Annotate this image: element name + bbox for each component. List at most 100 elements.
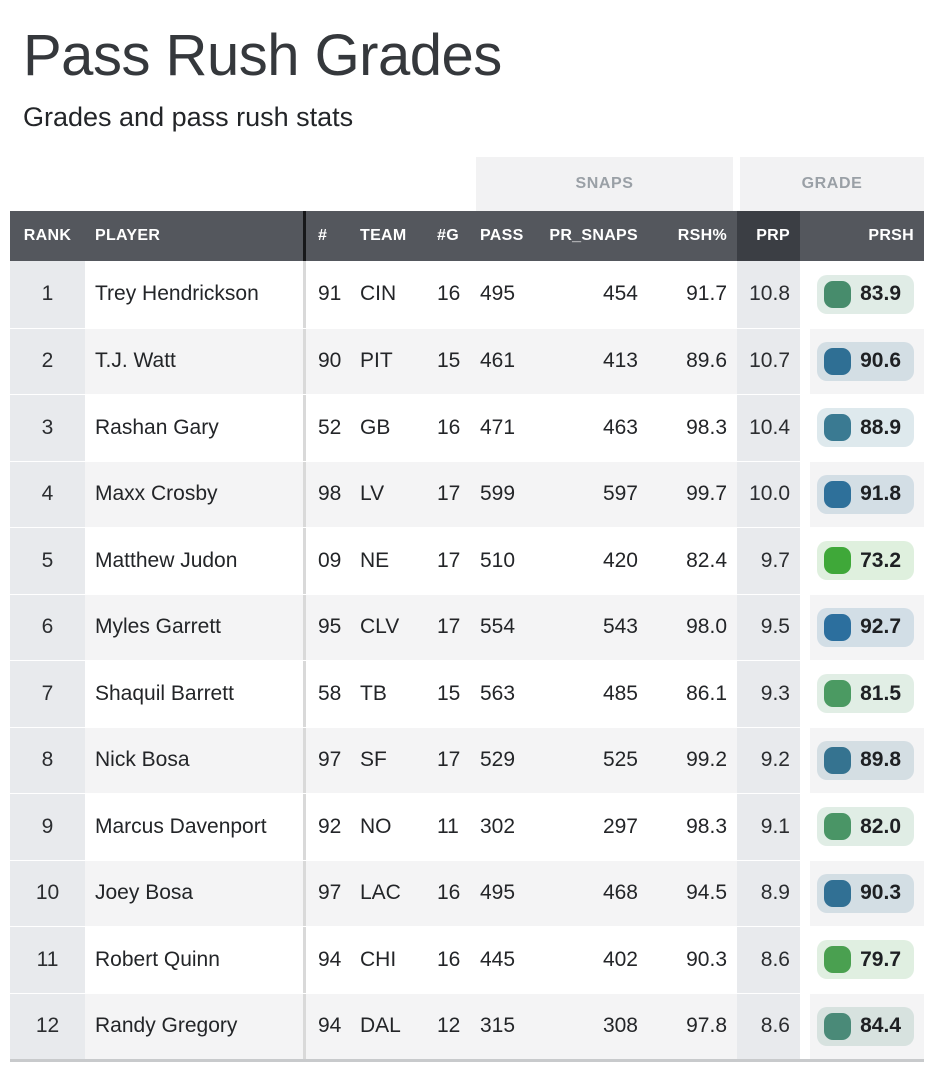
column-header-player[interactable]: PLAYER [95,227,161,244]
prp-cell: 9.3 [737,661,800,727]
grade-value: 84.4 [860,1014,901,1038]
column-gap [800,794,810,860]
column-gap [800,927,810,993]
jersey-cell: 92 [318,814,342,838]
column-gap [800,395,810,461]
prsh-cell: 90.6 [810,329,924,395]
rsh-pct-cell: 89.6 [686,349,727,373]
grade-color-icon [824,946,851,974]
table-row: 2 T.J. Watt 90 PIT 15 461 413 89.6 10.7 90.6 [10,327,924,395]
games-cell: 17 [437,748,461,772]
games-cell: 16 [437,881,461,905]
column-header-prsh[interactable]: PRSH [868,227,914,244]
prsh-cell: 89.8 [810,728,924,794]
team-cell: CHI [360,947,397,971]
grade-value: 88.9 [860,415,901,439]
prp-cell: 9.5 [737,594,800,660]
body-divider [303,461,306,527]
pr-snaps-cell: 413 [602,349,638,373]
pass-cell: 302 [480,814,516,838]
header-gap [800,211,810,261]
column-header-prp[interactable]: PRP [737,211,800,261]
pr-snaps-cell: 543 [602,615,638,639]
body-divider [303,927,306,993]
games-cell: 16 [437,282,461,306]
prp-cell: 10.7 [737,328,800,394]
player-cell: Matthew Judon [95,548,238,572]
column-gap [800,661,810,727]
column-header-pr-snaps[interactable]: PR_SNAPS [549,227,638,244]
grade-color-icon [824,280,851,308]
column-header-jersey[interactable]: # [318,227,328,244]
table-header-row: RANK PLAYER # TEAM #G PASS PR_SNAPS RSH%… [10,211,924,261]
grade-color-icon [824,547,851,575]
grade-color-icon [824,613,851,641]
team-cell: PIT [360,349,393,373]
games-cell: 11 [437,814,459,838]
grade-value: 73.2 [860,548,901,572]
body-divider [303,661,306,727]
prsh-cell: 83.9 [810,261,924,328]
grade-value: 92.7 [860,615,901,639]
jersey-cell: 98 [318,482,342,506]
player-cell: Maxx Crosby [95,482,218,506]
grade-badge: 82.0 [817,807,914,847]
pass-cell: 554 [480,615,516,639]
jersey-cell: 97 [318,748,342,772]
grade-badge: 79.7 [817,940,914,980]
pr-snaps-cell: 463 [602,415,638,439]
pr-snaps-cell: 468 [602,881,638,905]
rank-cell: 3 [10,395,85,461]
pass-cell: 471 [480,415,516,439]
body-divider [303,594,306,660]
jersey-cell: 97 [318,881,342,905]
grade-badge: 81.5 [817,674,914,714]
column-header-rank[interactable]: RANK [23,227,72,244]
team-cell: LAC [360,881,401,905]
grade-color-icon [824,746,851,774]
pass-cell: 445 [480,947,516,971]
jersey-cell: 09 [318,548,342,572]
column-header-games[interactable]: #G [437,227,459,244]
jersey-cell: 94 [318,1014,342,1038]
body-divider [303,993,306,1059]
prsh-cell: 91.8 [810,462,924,528]
games-cell: 17 [437,482,461,506]
prsh-cell: 92.7 [810,595,924,661]
column-header-pass[interactable]: PASS [480,227,524,244]
grade-color-icon [824,1012,851,1040]
pass-cell: 461 [480,349,516,373]
pr-snaps-cell: 420 [602,548,638,572]
jersey-cell: 94 [318,947,342,971]
table-row: 5 Matthew Judon 09 NE 17 510 420 82.4 9.7 73.2 [10,527,924,594]
column-gap [800,261,810,328]
prsh-cell: 84.4 [810,994,924,1060]
jersey-cell: 58 [318,681,342,705]
column-header-team[interactable]: TEAM [360,227,407,244]
team-cell: GB [360,415,391,439]
prp-cell: 9.1 [737,794,800,860]
pass-cell: 495 [480,282,516,306]
prp-cell: 10.8 [737,261,800,328]
jersey-cell: 90 [318,349,342,373]
body-divider [303,727,306,793]
column-gap [800,461,810,527]
grade-badge: 73.2 [817,541,914,581]
pass-cell: 529 [480,748,516,772]
rsh-pct-cell: 86.1 [686,681,727,705]
rank-cell: 2 [10,328,85,394]
group-header-snaps: SNAPS [476,157,733,211]
column-gap [800,860,810,926]
prp-cell: 8.9 [737,860,800,926]
prsh-cell: 90.3 [810,861,924,927]
grade-color-icon [824,680,851,708]
pr-snaps-cell: 308 [602,1014,638,1038]
rsh-pct-cell: 98.0 [686,615,727,639]
grade-value: 90.3 [860,881,901,905]
prp-cell: 8.6 [737,993,800,1059]
column-header-rsh-pct[interactable]: RSH% [677,227,727,244]
rank-cell: 5 [10,528,85,594]
body-divider [303,528,306,594]
table-row: 10 Joey Bosa 97 LAC 16 495 468 94.5 8.9 90.3 [10,859,924,927]
